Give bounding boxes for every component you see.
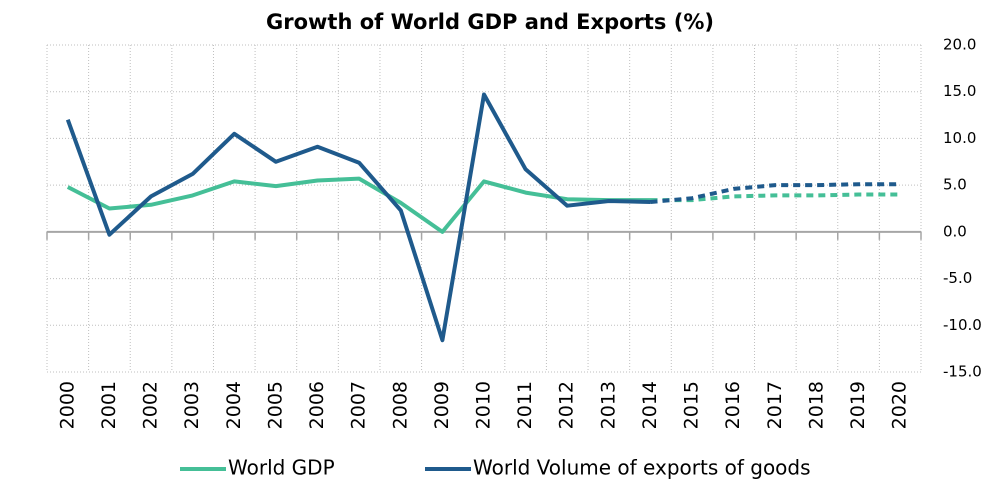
x-tick-label: 2012 bbox=[556, 381, 578, 429]
x-tick-label: 2016 bbox=[722, 381, 744, 429]
x-tick-label: 2020 bbox=[889, 381, 911, 429]
y-tick-label: 10.0 bbox=[943, 129, 976, 147]
x-tick-label: 2019 bbox=[847, 381, 869, 429]
x-tick-label: 2006 bbox=[306, 381, 328, 429]
x-tick-label: 2009 bbox=[431, 381, 453, 429]
y-tick-label: -5.0 bbox=[943, 269, 972, 287]
x-tick-label: 2002 bbox=[140, 381, 162, 429]
x-tick-label: 2000 bbox=[56, 381, 78, 429]
y-tick-label: 5.0 bbox=[943, 176, 967, 194]
y-tick-label: 0.0 bbox=[943, 222, 967, 240]
x-tick-label: 2005 bbox=[264, 381, 286, 429]
y-tick-label: 15.0 bbox=[943, 82, 976, 100]
x-tick-label: 2003 bbox=[181, 381, 203, 429]
y-tick-label: -10.0 bbox=[943, 316, 982, 334]
x-tick-label: 2015 bbox=[681, 381, 703, 429]
x-tick-label: 2008 bbox=[389, 381, 411, 429]
x-tick-label: 2007 bbox=[348, 381, 370, 429]
series-line bbox=[65, 92, 651, 343]
series-line bbox=[66, 176, 651, 234]
x-tick-label: 2011 bbox=[514, 381, 536, 429]
x-tick-label: 2018 bbox=[805, 381, 827, 429]
y-tick-label: 20.0 bbox=[943, 36, 976, 54]
x-tick-label: 2001 bbox=[98, 381, 120, 429]
x-tick-label: 2004 bbox=[223, 381, 245, 429]
x-tick-label: 2014 bbox=[639, 381, 661, 429]
x-tick-label: 2010 bbox=[473, 381, 495, 429]
chart-title: Growth of World GDP and Exports (%) bbox=[266, 10, 714, 34]
x-tick-label: 2017 bbox=[764, 381, 786, 429]
legend-label: World Volume of exports of goods bbox=[473, 456, 811, 480]
y-tick-label: -15.0 bbox=[943, 363, 982, 381]
series-line-projection bbox=[650, 182, 901, 204]
legend-label: World GDP bbox=[228, 456, 335, 480]
x-tick-label: 2013 bbox=[597, 381, 619, 429]
